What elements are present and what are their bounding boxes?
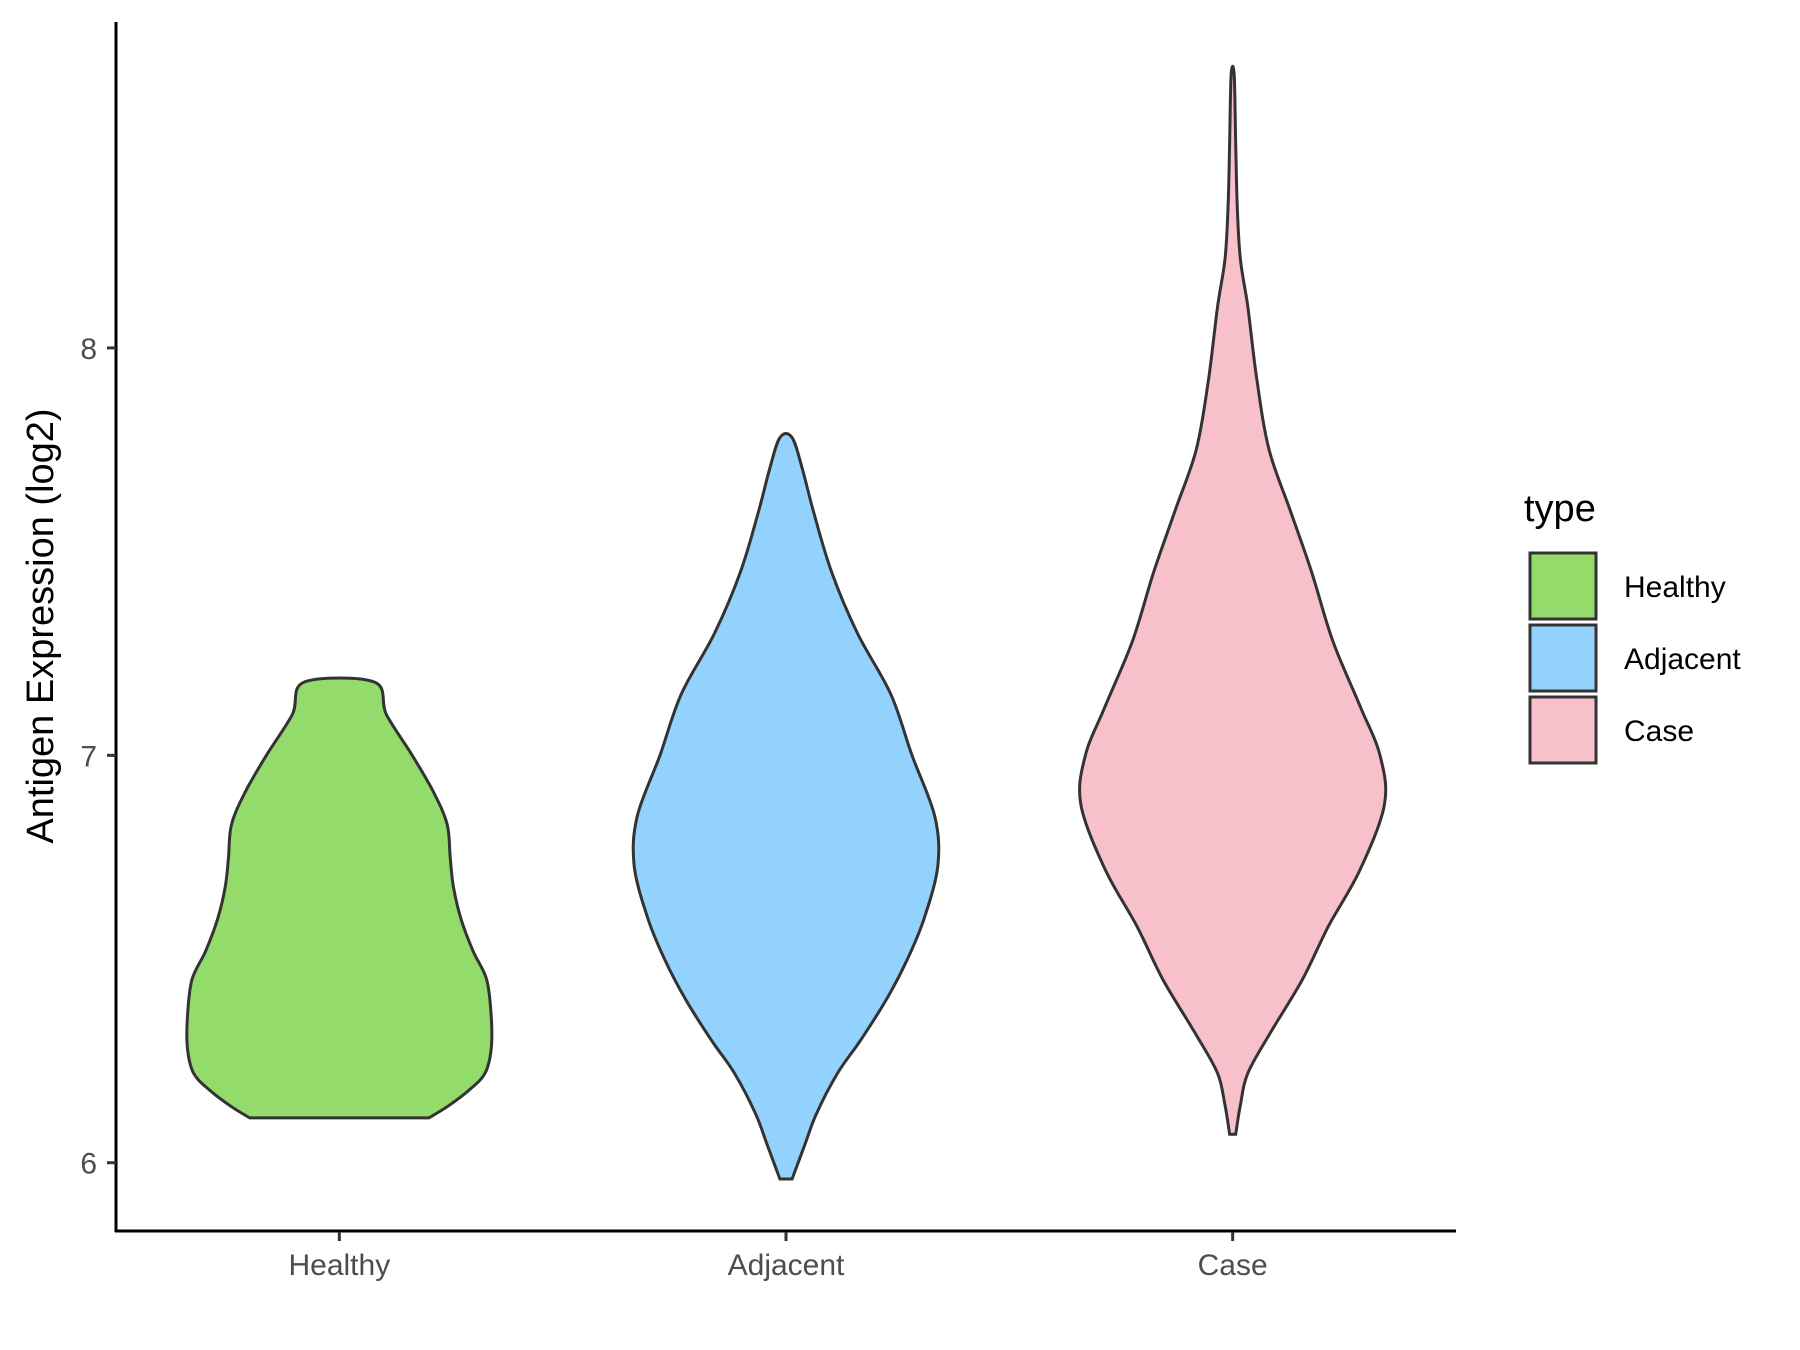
- violin-adjacent: [631, 431, 941, 1181]
- violins-group: [185, 64, 1388, 1181]
- x-axis-ticks: Healthy Adjacent Case: [288, 1232, 1268, 1282]
- legend-key-adjacent: [1528, 623, 1598, 693]
- legend-key-healthy: [1528, 551, 1598, 621]
- y-axis-ticks: 6 7 8: [80, 333, 116, 1181]
- violin-healthy: [185, 676, 494, 1120]
- x-tick-label-adjacent: Adjacent: [728, 1249, 845, 1282]
- y-tick-label: 6: [80, 1148, 97, 1181]
- x-tick-label-case: Case: [1198, 1249, 1268, 1282]
- y-tick-label: 8: [80, 333, 97, 366]
- legend-key-case: [1528, 695, 1598, 765]
- legend-title: type: [1524, 488, 1596, 530]
- violin-case: [1078, 64, 1388, 1136]
- x-tick-label-healthy: Healthy: [288, 1249, 390, 1282]
- y-tick-label: 7: [80, 740, 97, 773]
- legend-label-case: Case: [1624, 715, 1694, 748]
- legend-label-adjacent: Adjacent: [1624, 643, 1741, 676]
- legend-label-healthy: Healthy: [1624, 571, 1726, 604]
- y-axis-title: Antigen Expression (log2): [20, 408, 62, 843]
- legend: type Healthy Adjacent Case: [1524, 488, 1741, 765]
